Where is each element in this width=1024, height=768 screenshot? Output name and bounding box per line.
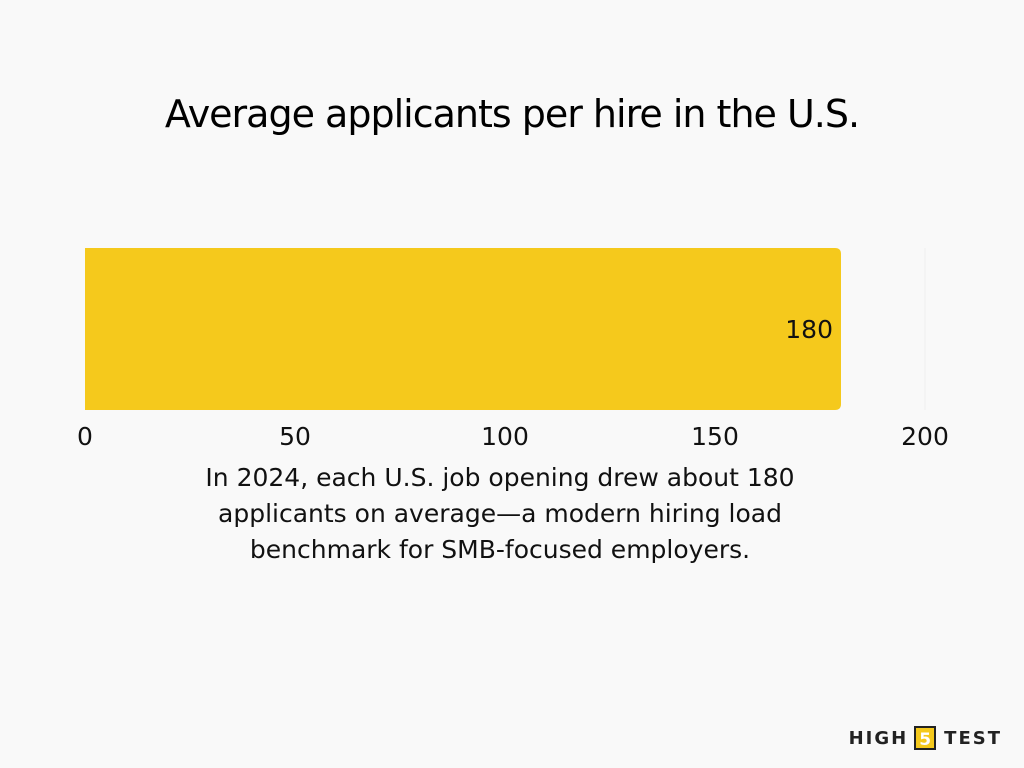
x-tick-label: 200	[901, 422, 949, 451]
high5test-logo: HIGH 5 TEST	[849, 726, 1002, 750]
bar	[85, 248, 841, 410]
chart-title: Average applicants per hire in the U.S.	[164, 92, 860, 136]
x-tick-label: 50	[279, 422, 311, 451]
bars-group: 180	[85, 248, 841, 410]
logo-prefix: HIGH	[848, 727, 909, 749]
logo-number: 5	[914, 726, 937, 750]
x-tick-label: 100	[481, 422, 529, 451]
x-tick-label: 150	[691, 422, 739, 451]
chart-caption: In 2024, each U.S. job opening drew abou…	[205, 463, 795, 564]
bar-value-label: 180	[785, 315, 833, 344]
x-tick-labels: 0 50 100 150 200	[77, 422, 949, 451]
logo-suffix: TEST	[944, 727, 1002, 749]
x-tick-label: 0	[77, 422, 93, 451]
